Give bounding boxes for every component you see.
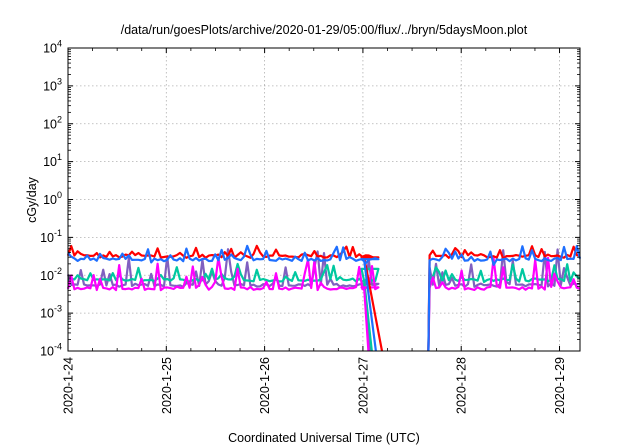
series-line <box>427 248 581 352</box>
y-tick-labels: 10-4 10-3 10-2 10-1 100 101 102 103 104 <box>40 39 62 359</box>
y-tick-label: 102 <box>43 114 62 131</box>
chart-title: /data/run/goesPlots/archive/2020-01-29/0… <box>121 23 528 37</box>
series-line <box>67 244 380 352</box>
x-tick-label: 2020-1-28 <box>455 357 469 414</box>
x-tick-label: 2020-1-24 <box>62 357 76 414</box>
x-tick-labels: 2020-1-24 2020-1-25 2020-1-26 2020-1-27 2020… <box>62 357 568 414</box>
x-tick-label: 2020-1-26 <box>258 357 272 414</box>
x-tick-label: 2020-1-27 <box>356 357 370 414</box>
x-axis-label: Coordinated Universal Time (UTC) <box>228 431 420 445</box>
y-tick-label: 10-3 <box>40 304 62 321</box>
y-tick-label: 103 <box>43 76 62 93</box>
series-line <box>427 256 581 352</box>
y-tick-label: 104 <box>43 39 62 56</box>
y-tick-label: 10-1 <box>40 228 62 245</box>
series-line <box>427 263 581 352</box>
series-line <box>66 256 380 352</box>
series-line <box>66 244 384 352</box>
grid-lines <box>68 48 580 351</box>
y-tick-label: 101 <box>43 152 62 169</box>
x-tick-label: 2020-1-29 <box>553 357 567 414</box>
series-line <box>66 248 380 352</box>
y-tick-label: 10-2 <box>40 266 62 283</box>
y-tick-label: 10-4 <box>40 342 62 359</box>
series-line <box>427 244 582 352</box>
axis-ticks <box>67 47 580 352</box>
x-tick-label: 2020-1-25 <box>160 357 174 414</box>
y-axis-label: cGy/day <box>25 176 39 223</box>
y-tick-label: 100 <box>43 190 62 207</box>
series-line <box>67 262 380 352</box>
series-lines <box>66 244 582 352</box>
